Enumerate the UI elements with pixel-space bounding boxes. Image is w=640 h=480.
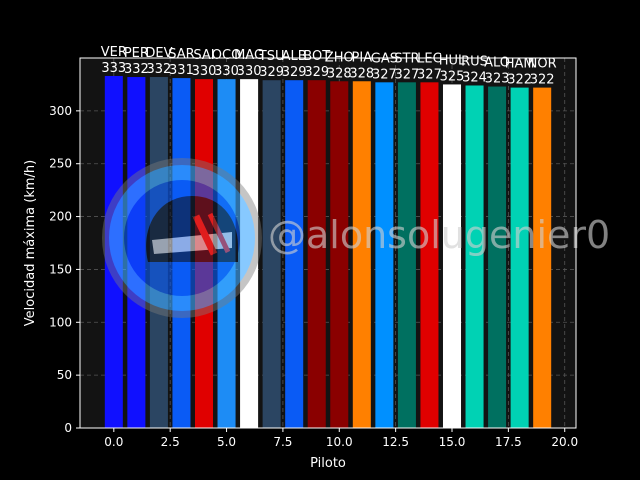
bar-category-label: BOT xyxy=(303,49,330,64)
bar-value-label: 330 xyxy=(192,64,217,79)
bar-gas xyxy=(375,82,394,429)
bar-nor xyxy=(533,87,552,428)
bar-category-label: ALB xyxy=(282,49,307,64)
bar-value-label: 329 xyxy=(282,65,307,80)
helmet-logo-icon xyxy=(146,196,238,262)
bar-category-label: GAS xyxy=(371,51,398,66)
bar-tsu xyxy=(262,80,281,428)
bar-value-label: 328 xyxy=(327,66,352,81)
bar-value-label: 332 xyxy=(124,62,149,77)
bar-category-label: MAG xyxy=(234,48,264,63)
bar-category-label: HAM xyxy=(505,57,535,72)
bar-category-label: ALO xyxy=(484,56,510,71)
x-tick-label: 7.5 xyxy=(273,435,292,449)
bar-value-label: 330 xyxy=(214,64,239,79)
x-tick-label: 12.5 xyxy=(382,435,409,449)
bars-group xyxy=(104,75,552,429)
x-axis-label: Piloto xyxy=(310,456,346,471)
bar-zho xyxy=(330,81,349,428)
bar-value-label: 328 xyxy=(349,66,374,81)
bar-value-label: 329 xyxy=(304,65,329,80)
bar-value-label: 331 xyxy=(169,63,194,78)
bar-category-label: SAR xyxy=(168,47,194,62)
watermark-text: @alonsolugenier0 xyxy=(268,213,610,257)
y-tick-label: 150 xyxy=(49,262,72,276)
bar-hul xyxy=(442,84,462,428)
bar-pia xyxy=(352,81,371,428)
x-tick-label: 15.0 xyxy=(439,435,466,449)
watermark: @alonsolugenier0 xyxy=(102,158,610,318)
bar-category-label: LEC xyxy=(417,51,442,66)
bar-value-label: 332 xyxy=(146,62,171,77)
bar-value-label: 324 xyxy=(462,70,487,85)
y-tick-label: 250 xyxy=(49,157,72,171)
x-tick-label: 5.0 xyxy=(217,435,236,449)
x-axis-ticks: 0.0 2.5 5.0 7.5 10.0 12.5 15.0 17.5 20.0 xyxy=(104,428,578,449)
bar-category-label: DEV xyxy=(145,46,172,61)
y-axis-label: Velocidad máxima (km/h) xyxy=(23,160,38,326)
bar-ham xyxy=(510,87,529,428)
y-tick-label: 100 xyxy=(49,315,72,329)
bar-value-label: 333 xyxy=(101,61,126,76)
bar-category-label: OCO xyxy=(212,48,242,63)
y-axis-ticks: 0 50 100 150 200 250 300 xyxy=(49,104,80,435)
axes-frame xyxy=(79,57,577,429)
bar-value-label: 327 xyxy=(372,67,397,82)
x-tick-label: 0.0 xyxy=(104,435,123,449)
bar-value-label: 325 xyxy=(440,69,465,84)
bar-lec xyxy=(420,82,439,429)
y-tick-label: 50 xyxy=(57,368,72,382)
bar-category-label: TSU xyxy=(258,49,285,64)
bar-category-label: PER xyxy=(124,46,149,61)
bar-category-label: SAI xyxy=(193,48,214,63)
bar-category-label: NOR xyxy=(528,57,557,72)
x-tick-label: 10.0 xyxy=(326,435,353,449)
bar-str xyxy=(397,82,416,429)
bar-value-label: 323 xyxy=(485,72,510,87)
bar-bot xyxy=(307,80,326,428)
bar-category-label: VER xyxy=(101,45,127,60)
bar-value-label: 329 xyxy=(259,65,284,80)
bar-alo xyxy=(488,86,507,429)
y-tick-label: 0 xyxy=(64,421,72,435)
bar-category-label: STR xyxy=(394,51,419,66)
bar-value-label: 322 xyxy=(507,73,532,88)
bar-rus xyxy=(465,85,484,428)
y-tick-label: 300 xyxy=(49,104,72,118)
x-tick-label: 17.5 xyxy=(495,435,522,449)
bar-value-label: 330 xyxy=(237,64,262,79)
bar-value-label: 327 xyxy=(417,67,442,82)
bar-alb xyxy=(285,80,304,428)
bar-value-label: 322 xyxy=(530,73,555,88)
y-tick-label: 200 xyxy=(49,210,72,224)
bar-value-label: 327 xyxy=(394,67,419,82)
x-tick-label: 2.5 xyxy=(161,435,180,449)
x-tick-label: 20.0 xyxy=(551,435,578,449)
bar-category-label: HUL xyxy=(439,53,466,68)
